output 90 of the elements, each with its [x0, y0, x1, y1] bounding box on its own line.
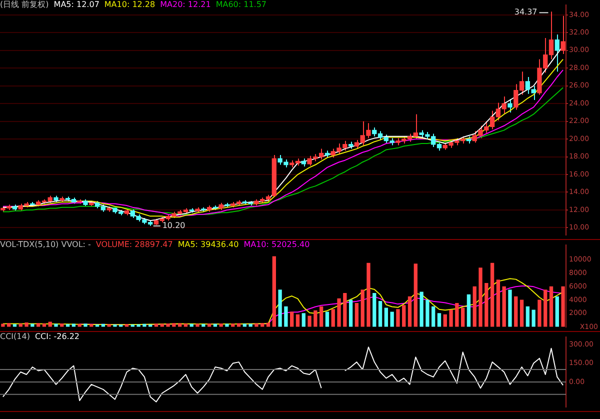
bar: [278, 290, 282, 327]
bar: [426, 300, 430, 327]
text: MA10: 12.28: [104, 0, 156, 9]
bar: [196, 324, 200, 327]
bar: [290, 312, 294, 327]
bar: [248, 324, 252, 327]
bar: [231, 324, 235, 327]
bar: [544, 290, 548, 327]
bar: [308, 316, 312, 327]
bar: [414, 264, 418, 327]
chart-title: (日线 前复权): [0, 0, 49, 9]
bar: [443, 314, 447, 327]
bar: [372, 293, 376, 327]
bar: [142, 324, 146, 327]
text: CCI: -26.22: [34, 332, 80, 341]
bar: [502, 286, 506, 327]
bar: [561, 286, 565, 327]
bar: [420, 292, 424, 327]
bar: [402, 305, 406, 327]
bar: [113, 324, 117, 327]
bar: [7, 323, 11, 327]
bar: [408, 296, 412, 327]
candlestick: [554, 34, 560, 72]
text: MA60: 11.57: [216, 0, 267, 9]
text: MA20: 12.21: [160, 0, 211, 9]
bar: [154, 324, 158, 327]
bar: [449, 310, 453, 327]
bar: [124, 324, 129, 327]
bar: [526, 306, 530, 327]
bar: [378, 301, 382, 327]
text: MA5: 12.07: [54, 0, 100, 9]
bar: [396, 309, 400, 327]
bar: [36, 323, 40, 327]
bar: [24, 322, 28, 327]
annotation: 10.20: [162, 221, 186, 230]
text: MA10: 52025.40: [244, 240, 310, 249]
bar: [314, 310, 318, 327]
text: VOLUME: 28897.47: [96, 240, 173, 249]
bar: [508, 290, 512, 327]
bar: [1, 324, 5, 327]
bar: [337, 298, 341, 327]
bar: [331, 309, 335, 327]
bar: [490, 262, 494, 327]
bar: [366, 262, 370, 327]
candlestick: [560, 15, 566, 54]
text: MA5: 39436.40: [178, 240, 239, 249]
bar: [66, 324, 70, 327]
bar: [172, 323, 176, 327]
bar: [390, 312, 394, 327]
bar: [12, 324, 17, 327]
bar: [472, 286, 476, 327]
bar: [90, 324, 94, 327]
candlestick: [508, 98, 512, 113]
bar: [354, 303, 359, 327]
bar: [254, 323, 258, 327]
bar: [54, 324, 58, 327]
chart-title: CCI(14): [0, 332, 30, 341]
bar: [555, 296, 559, 327]
bar: [302, 313, 306, 327]
bar: [437, 313, 442, 327]
bar: [166, 323, 170, 327]
bar: [343, 293, 347, 327]
bar: [184, 324, 188, 327]
bar: [549, 286, 554, 327]
bar: [325, 312, 330, 327]
bar: [84, 324, 88, 327]
bar: [532, 310, 536, 327]
bar: [384, 308, 388, 327]
bar: [30, 324, 34, 327]
bar: [296, 314, 300, 327]
bar: [225, 324, 229, 327]
bar: [520, 300, 524, 327]
bar: [466, 294, 471, 327]
bar: [360, 290, 364, 327]
bar: [432, 306, 436, 327]
bar: [514, 296, 518, 327]
bar: [272, 256, 276, 327]
bar: [284, 306, 288, 327]
bar: [478, 268, 482, 327]
bar: [319, 306, 324, 327]
bar: [455, 303, 459, 327]
bar: [207, 324, 212, 327]
bar: [348, 300, 353, 327]
bar: [260, 323, 264, 327]
bar: [538, 300, 542, 327]
bar: [460, 308, 465, 327]
bar: [496, 280, 500, 327]
chart-title: VOL-TDX(5,10) VVOL: -: [0, 240, 91, 249]
annotation: 34.37: [514, 8, 538, 17]
bar: [484, 282, 488, 327]
